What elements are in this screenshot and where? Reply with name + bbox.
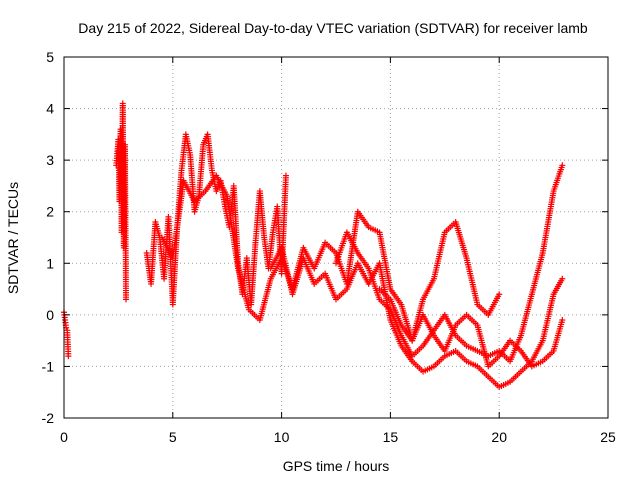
y-axis-label: SDTVAR / TECUs (5, 182, 21, 294)
data-series (158, 172, 503, 344)
y-tick-label: 0 (46, 307, 54, 323)
y-tick-label: -1 (42, 358, 55, 374)
y-tick-label: 2 (46, 204, 54, 220)
data-point-marker (65, 353, 72, 360)
data-series (376, 286, 566, 370)
x-axis-label: GPS time / hours (283, 458, 390, 474)
data-series (113, 100, 130, 303)
x-tick-label: 25 (600, 429, 616, 445)
data-series (267, 244, 566, 391)
x-tick-label: 0 (60, 429, 68, 445)
chart-title: Day 215 of 2022, Sidereal Day-to-day VTE… (78, 20, 588, 36)
data-points (61, 100, 566, 391)
x-tick-label: 5 (169, 429, 177, 445)
data-point-marker (123, 296, 130, 303)
x-tick-label: 15 (383, 429, 399, 445)
data-point-marker (559, 275, 566, 282)
plot-border (63, 56, 609, 419)
y-tick-labels: -2 -1 0 1 2 3 4 5 (42, 49, 55, 426)
data-point-marker (282, 172, 289, 179)
data-point-marker (559, 317, 566, 324)
data-series (61, 309, 72, 360)
y-tick-label: 3 (46, 152, 54, 168)
data-point-marker (496, 291, 503, 298)
y-tick-label: 4 (46, 101, 54, 117)
x-tick-label: 20 (491, 429, 507, 445)
y-tick-label: 5 (46, 49, 54, 65)
y-tick-label: -2 (42, 410, 55, 426)
y-tick-label: 1 (46, 255, 54, 271)
axis-ticks (63, 56, 609, 419)
data-point-marker (559, 162, 566, 169)
x-tick-label: 10 (274, 429, 290, 445)
x-tick-labels: 0 5 10 15 20 25 (60, 429, 616, 445)
